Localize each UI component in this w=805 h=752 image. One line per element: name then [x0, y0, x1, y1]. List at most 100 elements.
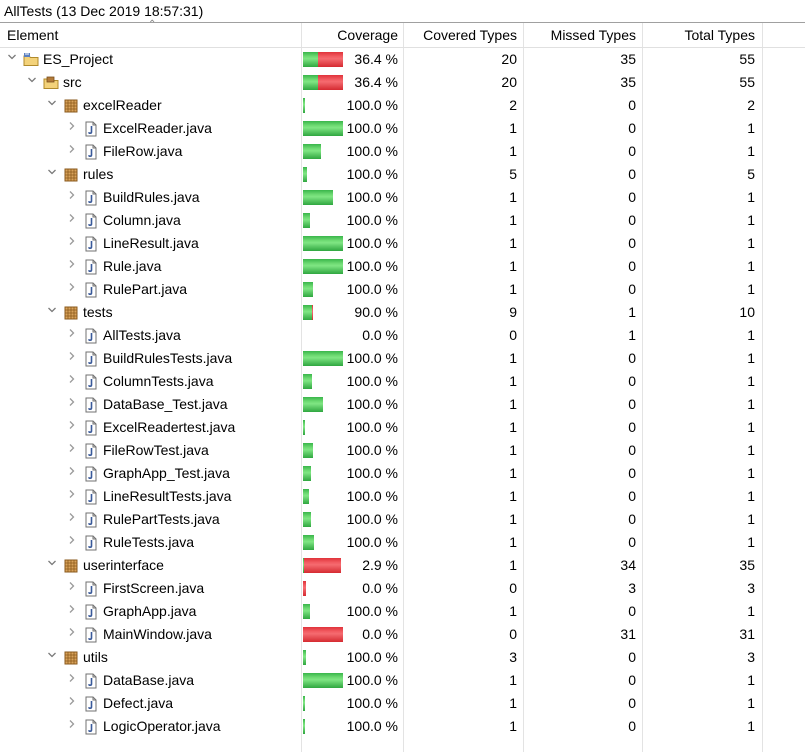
row-filler [763, 48, 805, 71]
table-row[interactable]: FileRow.java 100.0 % 1 0 1 [0, 140, 805, 163]
table-row[interactable]: RulePartTests.java 100.0 % 1 0 1 [0, 508, 805, 531]
chevron-down-icon[interactable] [46, 163, 58, 186]
table-row[interactable]: ExcelReader.java 100.0 % 1 0 1 [0, 117, 805, 140]
chevron-right-icon[interactable] [66, 370, 78, 393]
table-row[interactable]: ExcelReadertest.java 100.0 % 1 0 1 [0, 416, 805, 439]
missed-types-value: 0 [524, 508, 643, 531]
chevron-down-icon[interactable] [46, 554, 58, 577]
chevron-right-icon[interactable] [66, 600, 78, 623]
chevron-right-icon[interactable] [66, 393, 78, 416]
table-row[interactable]: LogicOperator.java 100.0 % 1 0 1 [0, 715, 805, 738]
total-types-value: 1 [643, 370, 763, 393]
tree-rows: ES_Project 36.4 % 20 35 55 src 36.4 % 20 35 55 exc… [0, 48, 805, 738]
table-row[interactable]: Defect.java 100.0 % 1 0 1 [0, 692, 805, 715]
missed-types-value: 31 [524, 623, 643, 646]
column-header-total-types[interactable]: Total Types [643, 23, 763, 47]
chevron-right-icon[interactable] [66, 439, 78, 462]
table-row[interactable]: src 36.4 % 20 35 55 [0, 71, 805, 94]
column-header-element[interactable]: Element [0, 23, 302, 47]
coverage-session-title[interactable]: AllTests (13 Dec 2019 18:57:31) [0, 0, 805, 23]
column-header-missed-types[interactable]: Missed Types [524, 23, 643, 47]
total-types-value: 1 [643, 255, 763, 278]
table-row[interactable]: GraphApp.java 100.0 % 1 0 1 [0, 600, 805, 623]
missed-types-value: 0 [524, 140, 643, 163]
total-types-value: 1 [643, 324, 763, 347]
chevron-right-icon[interactable] [66, 462, 78, 485]
table-row[interactable]: AllTests.java 0.0 % 0 1 1 [0, 324, 805, 347]
table-row[interactable]: DataBase_Test.java 100.0 % 1 0 1 [0, 393, 805, 416]
coverage-bar-covered [303, 351, 343, 366]
table-row[interactable]: RuleTests.java 100.0 % 1 0 1 [0, 531, 805, 554]
table-row[interactable]: Column.java 100.0 % 1 0 1 [0, 209, 805, 232]
table-row[interactable]: GraphApp_Test.java 100.0 % 1 0 1 [0, 462, 805, 485]
table-row[interactable]: RulePart.java 100.0 % 1 0 1 [0, 278, 805, 301]
chevron-right-icon[interactable] [66, 278, 78, 301]
element-cell: LineResult.java [0, 232, 302, 255]
table-row[interactable]: LineResultTests.java 100.0 % 1 0 1 [0, 485, 805, 508]
chevron-down-icon[interactable] [26, 71, 38, 94]
coverage-percent: 100.0 % [346, 97, 398, 113]
table-row[interactable]: ColumnTests.java 100.0 % 1 0 1 [0, 370, 805, 393]
coverage-bar-missed [303, 581, 306, 596]
table-row[interactable]: MainWindow.java 0.0 % 0 31 31 [0, 623, 805, 646]
chevron-right-icon[interactable] [66, 186, 78, 209]
covered-types-value: 1 [404, 186, 524, 209]
element-label: src [63, 74, 82, 90]
table-row[interactable]: excelReader 100.0 % 2 0 2 [0, 94, 805, 117]
column-header-covered-types[interactable]: Covered Types [404, 23, 524, 47]
element-cell: DataBase_Test.java [0, 393, 302, 416]
column-header-coverage[interactable]: Coverage [302, 23, 404, 47]
java-file-icon [83, 190, 99, 206]
chevron-right-icon[interactable] [66, 692, 78, 715]
coverage-cell: 100.0 % [302, 485, 404, 508]
chevron-right-icon[interactable] [66, 623, 78, 646]
chevron-right-icon[interactable] [66, 531, 78, 554]
element-label: Defect.java [103, 695, 174, 711]
chevron-right-icon[interactable] [66, 209, 78, 232]
table-row[interactable]: rules 100.0 % 5 0 5 [0, 163, 805, 186]
coverage-percent: 100.0 % [346, 465, 398, 481]
chevron-down-icon[interactable] [46, 646, 58, 669]
chevron-down-icon[interactable] [46, 301, 58, 324]
covered-types-value: 1 [404, 232, 524, 255]
table-row[interactable]: FirstScreen.java 0.0 % 0 3 3 [0, 577, 805, 600]
total-types-value: 1 [643, 232, 763, 255]
chevron-right-icon[interactable] [66, 232, 78, 255]
row-filler [763, 186, 805, 209]
table-row[interactable]: LineResult.java 100.0 % 1 0 1 [0, 232, 805, 255]
chevron-down-icon[interactable] [6, 48, 18, 71]
chevron-right-icon[interactable] [66, 255, 78, 278]
table-row[interactable]: ES_Project 36.4 % 20 35 55 [0, 48, 805, 71]
chevron-right-icon[interactable] [66, 140, 78, 163]
element-label: GraphApp.java [103, 603, 197, 619]
table-row[interactable]: Rule.java 100.0 % 1 0 1 [0, 255, 805, 278]
chevron-right-icon[interactable] [66, 715, 78, 738]
chevron-down-icon[interactable] [46, 94, 58, 117]
java-file-icon [83, 420, 99, 436]
chevron-right-icon[interactable] [66, 485, 78, 508]
table-row[interactable]: BuildRulesTests.java 100.0 % 1 0 1 [0, 347, 805, 370]
coverage-tree-table[interactable]: ⌃ Element Coverage Covered Types Missed … [0, 19, 805, 738]
chevron-right-icon[interactable] [66, 117, 78, 140]
covered-types-value: 1 [404, 669, 524, 692]
element-cell: DataBase.java [0, 669, 302, 692]
table-row[interactable]: BuildRules.java 100.0 % 1 0 1 [0, 186, 805, 209]
table-row[interactable]: utils 100.0 % 3 0 3 [0, 646, 805, 669]
chevron-right-icon[interactable] [66, 508, 78, 531]
coverage-percent: 100.0 % [346, 281, 398, 297]
chevron-right-icon[interactable] [66, 324, 78, 347]
java-file-icon [83, 351, 99, 367]
chevron-right-icon[interactable] [66, 669, 78, 692]
table-row[interactable]: FileRowTest.java 100.0 % 1 0 1 [0, 439, 805, 462]
chevron-right-icon[interactable] [66, 347, 78, 370]
chevron-right-icon[interactable] [66, 577, 78, 600]
chevron-right-icon[interactable] [66, 416, 78, 439]
table-row[interactable]: tests 90.0 % 9 1 10 [0, 301, 805, 324]
table-row[interactable]: DataBase.java 100.0 % 1 0 1 [0, 669, 805, 692]
java-file-icon [83, 259, 99, 275]
coverage-cell: 100.0 % [302, 278, 404, 301]
coverage-percent: 100.0 % [346, 442, 398, 458]
coverage-percent: 100.0 % [346, 718, 398, 734]
java-file-icon [83, 535, 99, 551]
table-row[interactable]: userinterface 2.9 % 1 34 35 [0, 554, 805, 577]
